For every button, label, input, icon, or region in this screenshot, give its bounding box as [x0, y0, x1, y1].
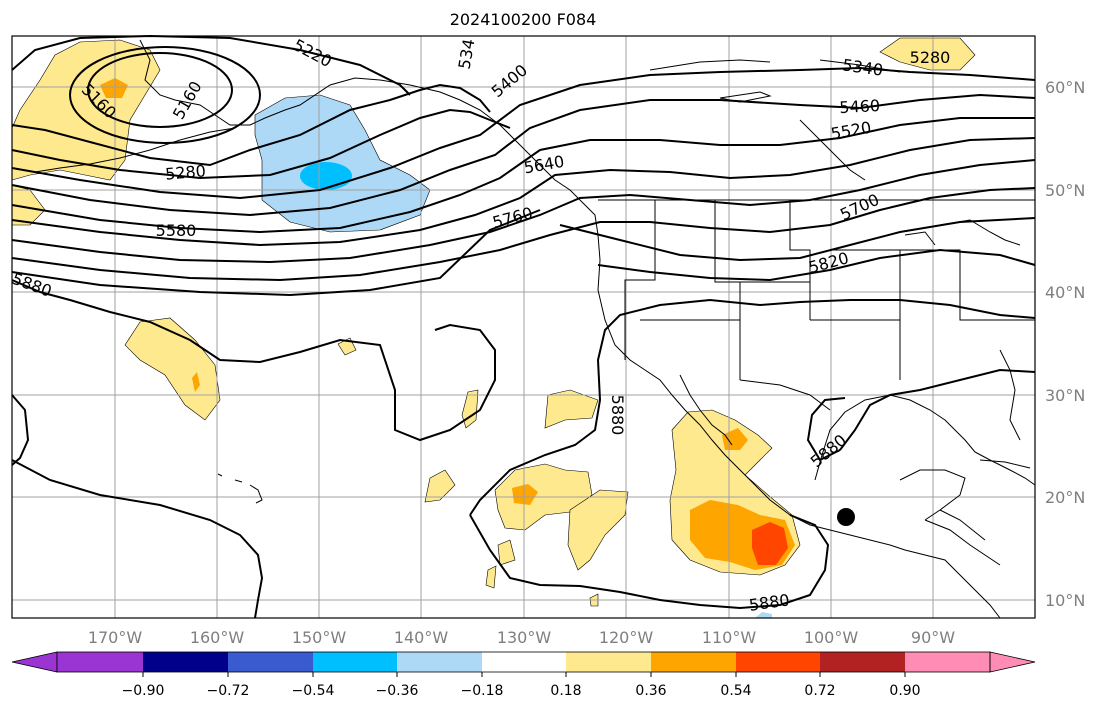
lon-label: 150°W: [292, 628, 347, 647]
colorbar-segment: [228, 652, 313, 672]
lat-label: 60°N: [1045, 78, 1085, 97]
contour-label: 5280: [164, 161, 206, 183]
colorbar-tick-label: −0.90: [122, 683, 165, 699]
lat-label: 50°N: [1045, 181, 1085, 200]
negative-region-small-south: [755, 612, 772, 618]
colorbar-tick-label: −0.72: [207, 683, 250, 699]
colorbar-tick-label: 0.90: [889, 683, 920, 699]
colorbar-segment: [313, 652, 397, 672]
colorbar-tick-label: −0.54: [292, 683, 335, 699]
colorbar-segment: [566, 652, 651, 672]
positive-region-mexico-core: [752, 522, 788, 565]
lon-label: 110°W: [702, 628, 757, 647]
positive-region-central-pacific-core: [192, 372, 200, 392]
colorbar-segment: [397, 652, 482, 672]
negative-region-core: [300, 162, 352, 190]
lon-label: 140°W: [394, 628, 449, 647]
positive-region-east-pacific-core: [512, 484, 538, 505]
colorbar-segment: [482, 652, 566, 672]
positive-region-alaska-core: [100, 78, 128, 98]
center-marker: [837, 508, 855, 526]
plot-frame: [11, 35, 1036, 619]
colorbar-segment: [143, 652, 228, 672]
colorbar-segment: [905, 652, 990, 672]
positive-region-small-3: [544, 389, 599, 429]
positive-region-small-7: [485, 565, 497, 589]
colorbar-segment: [651, 652, 736, 672]
colorbar-tick-label: 0.54: [720, 683, 751, 699]
lon-label: 130°W: [497, 628, 552, 647]
contour-label: 5280: [910, 48, 951, 67]
height-contours: [11, 34, 1036, 619]
colorbar-segment: [57, 652, 143, 672]
positive-region-small-6: [567, 489, 629, 571]
longitude-labels: 170°W 160°W 150°W 140°W 130°W 120°W 110°…: [88, 628, 955, 647]
lat-label: 10°N: [1045, 591, 1085, 610]
colorbar-tick-label: −0.36: [376, 683, 419, 699]
positive-region-northeast: [879, 37, 976, 71]
graticule: [12, 36, 1035, 618]
latitude-labels: 60°N 50°N 40°N 30°N 20°N 10°N: [1045, 78, 1085, 610]
lon-label: 120°W: [599, 628, 654, 647]
colorbar-tick-label: 0.18: [550, 683, 581, 699]
colorbar-right-extend: [989, 651, 1036, 673]
lat-label: 30°N: [1045, 386, 1085, 405]
colorbar-tick-label: 0.72: [804, 683, 835, 699]
colorbar-tick-label: −0.18: [461, 683, 504, 699]
colorbar-segment: [736, 652, 820, 672]
lon-label: 100°W: [804, 628, 859, 647]
colorbar-outline: [56, 651, 991, 673]
positive-region-small-5: [497, 539, 516, 566]
lon-label: 160°W: [190, 628, 245, 647]
colorbar-tick-label: 0.36: [635, 683, 666, 699]
negative-region-gulf-alaska: [254, 94, 431, 233]
map-title: 2024100200 F084: [450, 10, 597, 29]
contour-label: 5580: [156, 221, 197, 240]
lon-label: 90°W: [911, 628, 955, 647]
positive-region-small-4: [424, 469, 456, 503]
colorbar-left-extend: [11, 651, 58, 673]
contour-label: 5460: [839, 96, 881, 117]
lat-label: 40°N: [1045, 283, 1085, 302]
lon-label: 170°W: [88, 628, 143, 647]
positive-region-alaska: [11, 39, 161, 181]
colorbar-segment: [820, 652, 905, 672]
lat-label: 20°N: [1045, 488, 1085, 507]
contour-label: 5880: [608, 395, 627, 436]
colorbar: −0.90 −0.72 −0.54 −0.36 −0.18 0.18 0.36 0.54 0.7…: [11, 651, 1036, 699]
